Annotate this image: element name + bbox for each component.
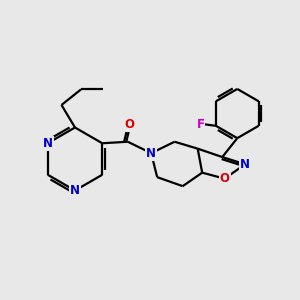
Text: O: O xyxy=(220,172,230,185)
Text: F: F xyxy=(196,118,204,131)
Text: N: N xyxy=(240,158,250,171)
Text: O: O xyxy=(124,118,134,131)
Text: N: N xyxy=(70,184,80,197)
Text: N: N xyxy=(43,137,53,150)
Text: N: N xyxy=(146,147,156,160)
